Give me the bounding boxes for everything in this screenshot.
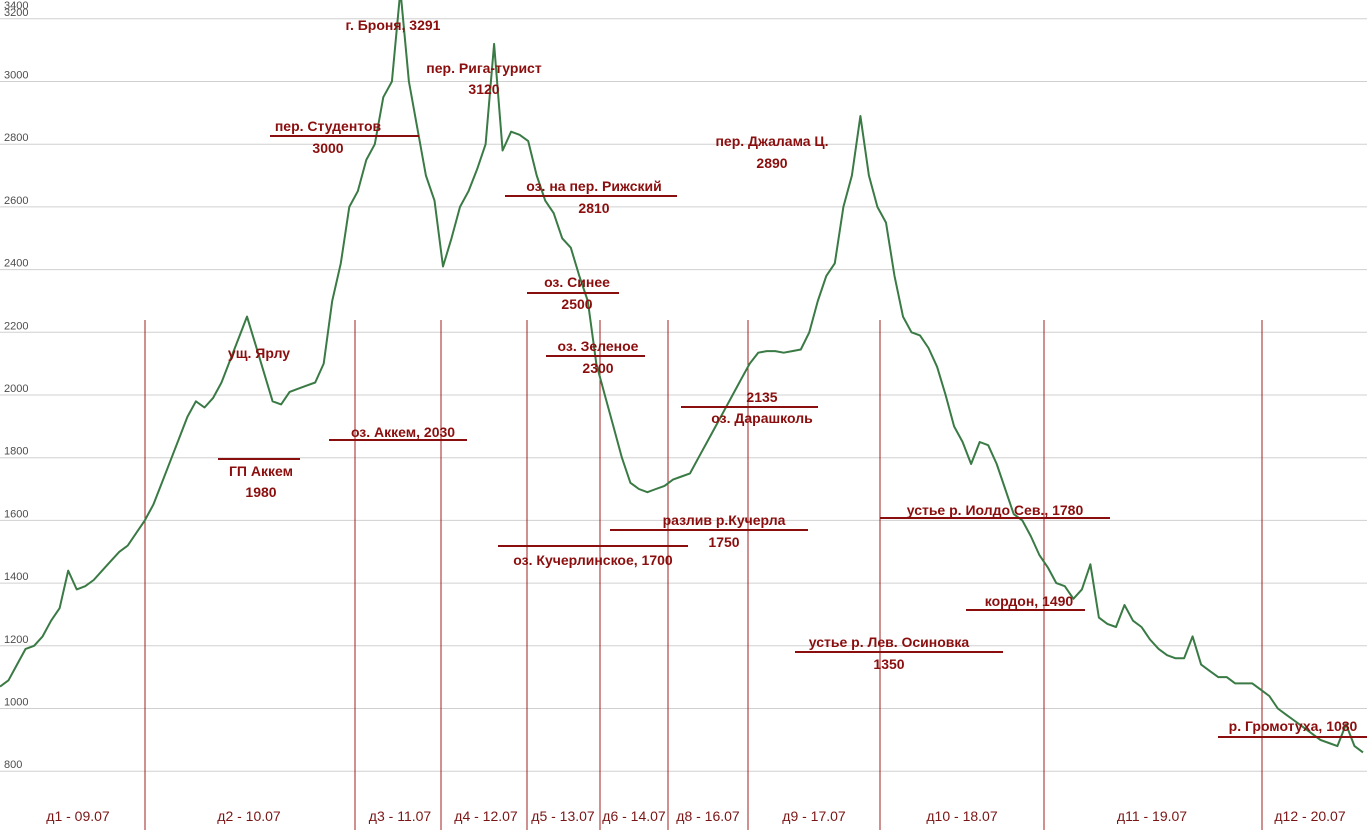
annotation: оз. на пер. Рижский 2810	[526, 178, 662, 216]
annotation: оз. Дарашколь 2135	[711, 389, 813, 426]
elevation-profile-line	[0, 0, 1364, 754]
annotation-value: 2500	[561, 296, 592, 312]
annotation: ущ. Ярлу	[228, 345, 290, 361]
annotation-value: 2810	[578, 200, 609, 216]
day-label: д6 - 14.07	[602, 808, 666, 824]
y-tick-label: 2600	[4, 195, 28, 207]
day-label: д11 - 19.07	[1117, 808, 1187, 824]
y-tick-label: 1600	[4, 508, 28, 520]
annotation: пер. Рига-турист 3120	[426, 60, 542, 97]
annotation-label: разлив р.Кучерла	[663, 512, 786, 528]
day-labels: д1 - 09.07 д2 - 10.07 д3 - 11.07 д4 - 12.07…	[46, 808, 1346, 824]
day-label: д3 - 11.07	[369, 808, 432, 824]
y-tick-label: 3000	[4, 70, 28, 82]
annotation: пер. Студентов 3000	[275, 118, 382, 156]
annotation-label: оз. Синее	[544, 274, 610, 290]
annotation-label: оз. Зеленое	[558, 338, 639, 354]
day-separators	[144, 320, 1263, 830]
annotation-value: 1750	[708, 534, 739, 550]
annotation-label: устье р. Лев. Осиновка	[809, 634, 970, 650]
annotation: р. Громотуха, 1080	[1229, 718, 1358, 734]
annotation: устье р. Иолдо Сев., 1780	[907, 502, 1084, 518]
annotation-value: 2890	[756, 155, 787, 171]
annotation-value: 2135	[746, 389, 777, 405]
y-tick-label: 3400	[4, 0, 28, 12]
annotation: оз. Синее 2500	[544, 274, 610, 312]
annotation-label: г. Броня, 3291	[346, 17, 441, 33]
annotation-value: 3120	[468, 81, 499, 97]
annotation: ГП Аккем 1980	[229, 463, 293, 500]
annotation-value: 3000	[312, 140, 343, 156]
y-tick-label: 2800	[4, 132, 28, 144]
annotations: ущ. Ярлу ГП Аккем 1980 оз. Аккем, 2030 пер. …	[228, 17, 1358, 734]
annotation-label: оз. Кучерлинское, 1700	[513, 552, 673, 568]
annotation-value: 1350	[873, 656, 904, 672]
grid-lines	[0, 18, 1367, 772]
annotation-label: пер. Рига-турист	[426, 60, 542, 76]
annotation: оз. Кучерлинское, 1700	[513, 552, 673, 568]
annotation: оз. Аккем, 2030	[351, 424, 455, 440]
day-label: д8 - 16.07	[676, 808, 740, 824]
day-label: д10 - 18.07	[926, 808, 997, 824]
y-tick-label: 1000	[4, 697, 28, 709]
day-label: д9 - 17.07	[782, 808, 846, 824]
y-tick-label: 3200	[4, 7, 28, 19]
annotation-label: оз. Дарашколь	[711, 410, 813, 426]
annotation-label: оз. на пер. Рижский	[526, 178, 662, 194]
annotation-label: ГП Аккем	[229, 463, 293, 479]
annotation: кордон, 1490	[985, 593, 1074, 609]
annotation-label: пер. Студентов	[275, 118, 382, 134]
annotation: пер. Джалама Ц. 2890	[715, 133, 828, 171]
annotation-label: оз. Аккем, 2030	[351, 424, 455, 440]
day-label: д1 - 09.07	[46, 808, 110, 824]
annotation-value: 1980	[245, 484, 276, 500]
annotation-lines	[218, 135, 1367, 738]
y-tick-label: 1200	[4, 634, 28, 646]
day-label: д12 - 20.07	[1274, 808, 1345, 824]
annotation-label: ущ. Ярлу	[228, 345, 290, 361]
annotation-label: р. Громотуха, 1080	[1229, 718, 1358, 734]
annotation: г. Броня, 3291	[346, 17, 441, 33]
annotation: устье р. Лев. Осиновка 1350	[809, 634, 970, 672]
annotation-label: кордон, 1490	[985, 593, 1074, 609]
annotation-value: 2300	[582, 360, 613, 376]
annotation-label: устье р. Иолдо Сев., 1780	[907, 502, 1084, 518]
y-tick-label: 800	[4, 759, 22, 771]
day-label: д5 - 13.07	[531, 808, 595, 824]
annotation: разлив р.Кучерла 1750	[663, 512, 786, 550]
y-tick-label: 2200	[4, 320, 28, 332]
y-tick-label: 2000	[4, 383, 28, 395]
annotation-label: пер. Джалама Ц.	[715, 133, 828, 149]
day-label: д4 - 12.07	[454, 808, 518, 824]
y-tick-label: 1800	[4, 446, 28, 458]
y-axis-ticks: 800 1000 1200 1400 1600 1800 2000 2200 2400 2600 2…	[4, 0, 28, 771]
annotation: оз. Зеленое 2300	[558, 338, 639, 376]
y-tick-label: 2400	[4, 258, 28, 270]
day-label: д2 - 10.07	[217, 808, 281, 824]
y-tick-label: 1400	[4, 571, 28, 583]
